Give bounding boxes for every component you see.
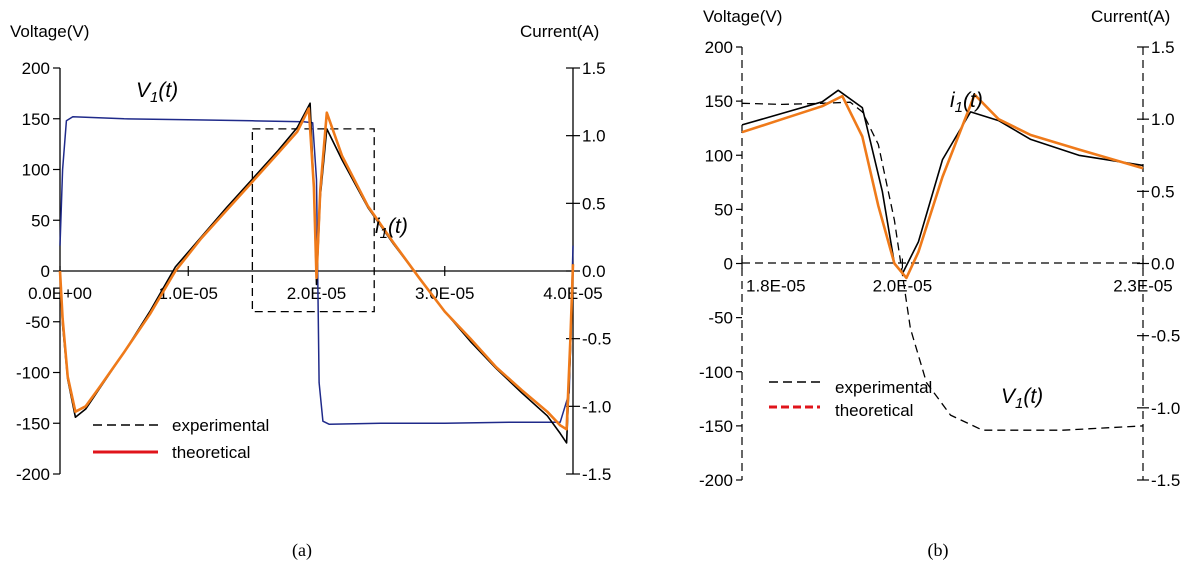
x-ticks: 1.8E-05 2.0E-05 2.3E-05 — [741, 258, 1173, 296]
y-right-tick-label: 0.0 — [1151, 255, 1175, 274]
y-left-tick-label: -100 — [16, 364, 50, 383]
series-line-voltage — [59, 115, 574, 426]
x-tick-label: 2.3E-05 — [1113, 277, 1173, 296]
y-right-tick-label: -0.5 — [1151, 327, 1180, 346]
series-group — [741, 89, 1144, 431]
current-curve-label: i1(t) — [375, 215, 408, 242]
legend-label-theoretical: theoretical — [172, 443, 250, 462]
y-right-ticks: 1.5 1.0 0.5 0.0 -0.5 -1.0 -1.5 — [566, 59, 611, 484]
zoom-region-box — [251, 128, 375, 313]
y-left-axis-label: Voltage(V) — [703, 7, 782, 26]
x-tick-label: 2.0E-05 — [873, 277, 933, 296]
legend-label-experimental: experimental — [835, 378, 932, 397]
y-left-tick-label: 150 — [705, 92, 733, 111]
y-right-tick-label: 1.0 — [1151, 110, 1175, 129]
x-ticks: 0.0E+00 1.0E-05 2.0E-05 3.0E-05 4.0E-05 — [28, 266, 603, 303]
y-left-tick-label: 50 — [31, 211, 50, 230]
y-left-tick-label: -150 — [699, 417, 733, 436]
y-left-ticks: 200 150 100 50 0 -50 -100 -150 -200 — [699, 38, 742, 490]
series-group — [58, 102, 575, 444]
y-right-tick-label: 0.5 — [1151, 182, 1175, 201]
caption-a: (a) — [292, 540, 312, 561]
y-right-axis-label: Current(A) — [1091, 7, 1170, 26]
chart-panel-a: Voltage(V) Current(A) 200 150 100 50 0 -50 -10… — [10, 22, 611, 561]
caption-b: (b) — [928, 540, 949, 561]
y-right-tick-label: -0.5 — [582, 330, 611, 349]
y-left-tick-label: 200 — [705, 38, 733, 57]
y-left-tick-label: 0 — [724, 255, 733, 274]
chart-panel-b: Voltage(V) Current(A) 200 150 100 50 0 -50 -10… — [699, 7, 1180, 561]
y-left-tick-label: 150 — [22, 110, 50, 129]
x-tick-label: 1.0E-05 — [158, 284, 218, 303]
voltage-curve-label: V1(t) — [136, 79, 178, 106]
legend: experimental theoretical — [93, 416, 269, 462]
y-left-tick-label: 100 — [705, 146, 733, 165]
x-tick-label: 2.0E-05 — [287, 284, 347, 303]
series-line-theoretical — [58, 107, 575, 431]
series-line-theoretical — [741, 93, 1144, 280]
legend: experimental theoretical — [769, 378, 932, 420]
y-left-tick-label: -100 — [699, 363, 733, 382]
y-left-tick-label: -50 — [25, 313, 50, 332]
y-right-tick-label: -1.0 — [1151, 399, 1180, 418]
x-tick-label: 3.0E-05 — [415, 284, 475, 303]
y-right-axis-label: Current(A) — [520, 22, 599, 41]
x-tick-label: 1.8E-05 — [746, 277, 806, 296]
y-left-tick-label: -200 — [16, 465, 50, 484]
y-left-axis-label: Voltage(V) — [10, 22, 89, 41]
legend-label-theoretical: theoretical — [835, 401, 913, 420]
y-left-tick-label: -200 — [699, 471, 733, 490]
current-curve-label: i1(t) — [950, 89, 983, 116]
series-line-experimental — [741, 89, 1144, 275]
y-left-ticks: 200 150 100 50 0 -50 -100 -150 -200 — [16, 59, 60, 484]
y-left-tick-label: 200 — [22, 59, 50, 78]
y-left-tick-label: -50 — [708, 309, 733, 328]
y-right-tick-label: -1.0 — [582, 397, 611, 416]
y-right-tick-label: 0.5 — [582, 194, 606, 213]
y-right-ticks: 1.5 1.0 0.5 0.0 -0.5 -1.0 -1.5 — [1137, 38, 1180, 490]
y-right-tick-label: -1.5 — [582, 465, 611, 484]
y-left-tick-label: 0 — [41, 262, 50, 281]
y-right-tick-label: 1.5 — [1151, 38, 1175, 57]
y-left-tick-label: -150 — [16, 414, 50, 433]
y-left-tick-label: 100 — [22, 161, 50, 180]
voltage-curve-label: V1(t) — [1001, 385, 1043, 412]
y-left-tick-label: 50 — [714, 200, 733, 219]
y-right-tick-label: 1.0 — [582, 127, 606, 146]
y-right-tick-label: 0.0 — [582, 262, 606, 281]
y-right-tick-label: 1.5 — [582, 59, 606, 78]
y-right-tick-label: -1.5 — [1151, 471, 1180, 490]
legend-label-experimental: experimental — [172, 416, 269, 435]
